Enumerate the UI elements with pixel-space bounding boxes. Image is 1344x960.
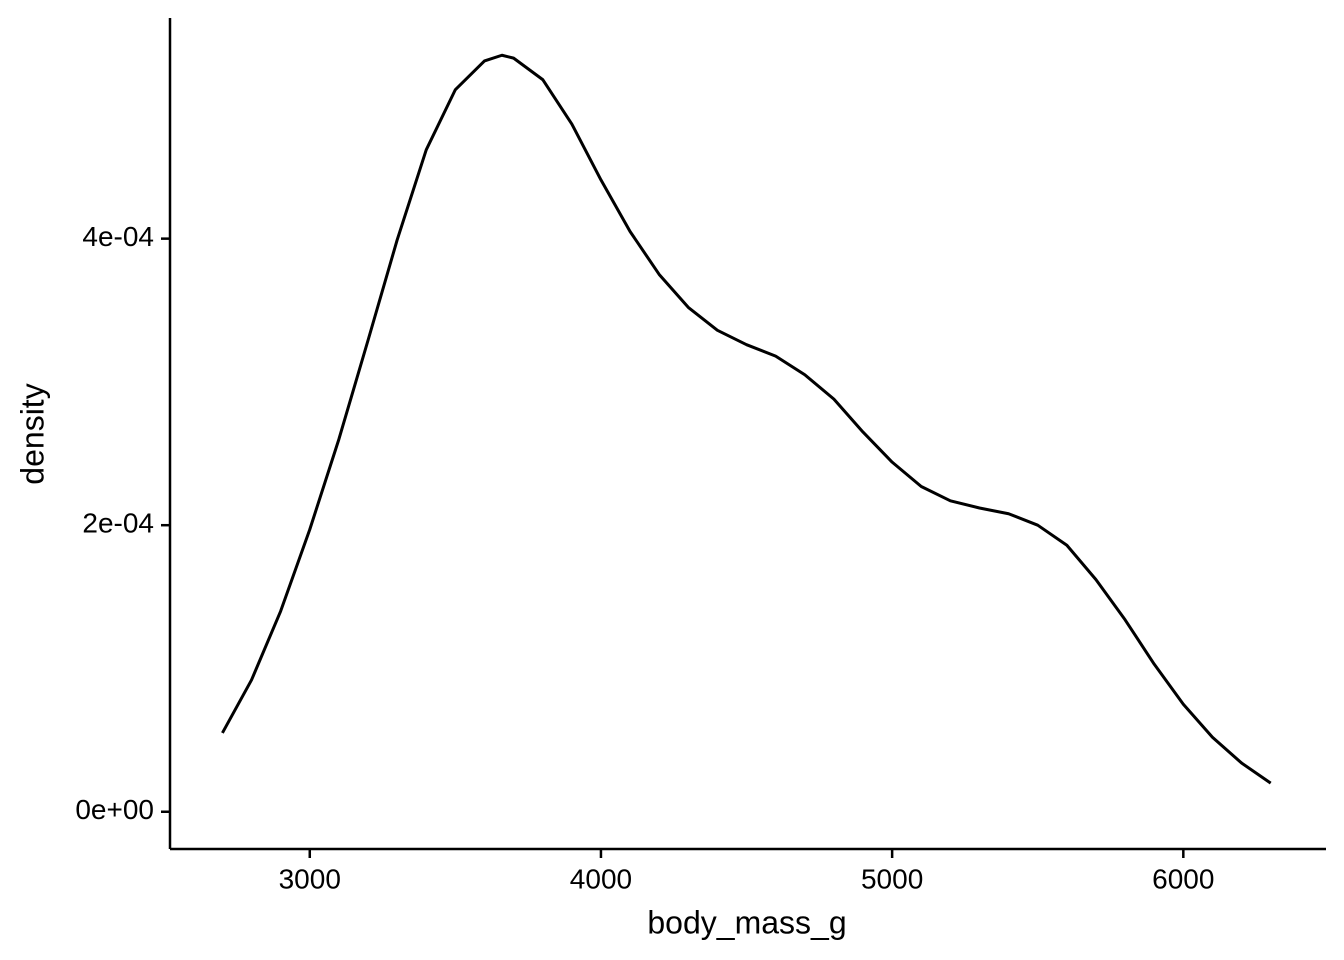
x-axis-label: body_mass_g: [647, 904, 846, 940]
density-line: [221, 53, 1272, 785]
y-tick-label: 0e+00: [75, 794, 154, 825]
x-tick-label: 4000: [570, 863, 632, 894]
x-tick-label: 3000: [279, 863, 341, 894]
y-tick-label: 2e-04: [82, 508, 154, 539]
x-tick-label: 6000: [1152, 863, 1214, 894]
x-tick-label: 5000: [861, 863, 923, 894]
y-tick-label: 4e-04: [82, 221, 154, 252]
y-axis-label: density: [14, 383, 50, 484]
